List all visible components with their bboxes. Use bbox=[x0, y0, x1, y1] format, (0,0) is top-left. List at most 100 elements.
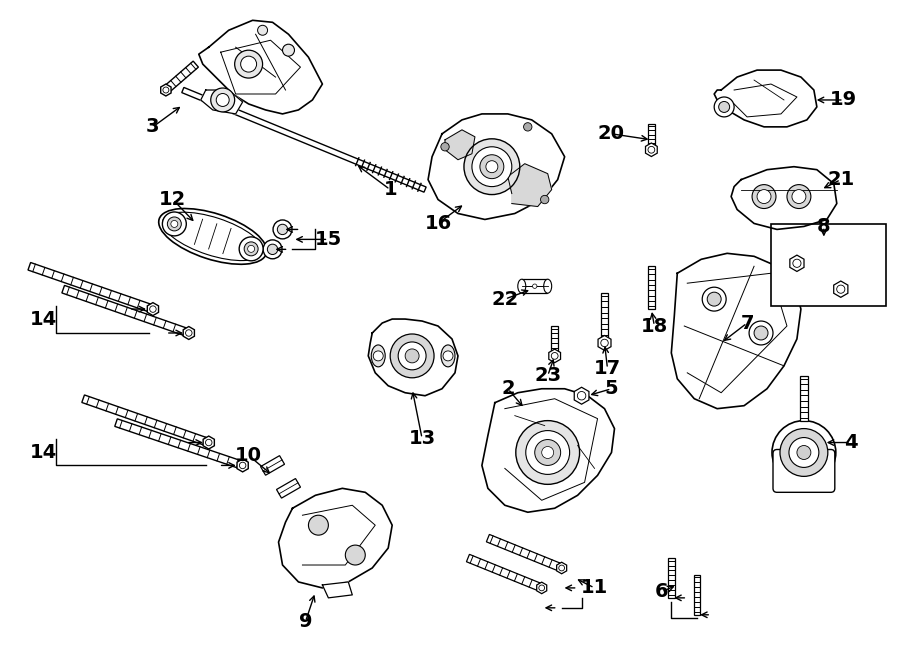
Bar bbox=[668, 558, 674, 598]
Ellipse shape bbox=[163, 212, 263, 260]
Text: 11: 11 bbox=[580, 578, 608, 598]
Text: 23: 23 bbox=[534, 366, 562, 385]
Circle shape bbox=[792, 190, 806, 204]
Text: 13: 13 bbox=[409, 429, 436, 448]
Polygon shape bbox=[368, 319, 458, 396]
Circle shape bbox=[216, 93, 230, 106]
Circle shape bbox=[702, 287, 726, 311]
Polygon shape bbox=[237, 459, 248, 472]
Bar bbox=[694, 575, 700, 615]
Polygon shape bbox=[182, 87, 426, 192]
Circle shape bbox=[185, 330, 192, 336]
Circle shape bbox=[244, 242, 258, 256]
Text: 10: 10 bbox=[235, 446, 262, 465]
Text: 15: 15 bbox=[315, 230, 342, 249]
Bar bbox=[552, 326, 558, 356]
Circle shape bbox=[780, 428, 828, 477]
Polygon shape bbox=[184, 327, 194, 340]
Circle shape bbox=[796, 446, 811, 459]
Circle shape bbox=[398, 342, 426, 370]
Ellipse shape bbox=[518, 279, 526, 293]
Circle shape bbox=[793, 259, 801, 267]
Circle shape bbox=[257, 25, 267, 35]
Polygon shape bbox=[508, 164, 552, 206]
Text: 3: 3 bbox=[146, 118, 159, 136]
Polygon shape bbox=[574, 387, 589, 404]
Circle shape bbox=[391, 334, 434, 378]
Circle shape bbox=[239, 462, 246, 469]
Circle shape bbox=[787, 184, 811, 208]
Circle shape bbox=[149, 306, 157, 313]
Text: 21: 21 bbox=[827, 170, 854, 189]
Text: 12: 12 bbox=[159, 190, 186, 209]
Polygon shape bbox=[276, 479, 301, 498]
Circle shape bbox=[346, 545, 365, 565]
Text: 20: 20 bbox=[598, 124, 625, 143]
Polygon shape bbox=[161, 84, 171, 96]
Circle shape bbox=[772, 420, 836, 485]
Circle shape bbox=[707, 292, 721, 306]
Polygon shape bbox=[148, 303, 158, 315]
Polygon shape bbox=[833, 281, 848, 297]
Bar bbox=[601, 293, 608, 343]
Circle shape bbox=[789, 438, 819, 467]
Text: 5: 5 bbox=[605, 379, 618, 399]
Text: 18: 18 bbox=[641, 317, 668, 336]
Circle shape bbox=[263, 240, 282, 259]
Text: 14: 14 bbox=[30, 309, 57, 329]
Circle shape bbox=[171, 221, 178, 227]
Polygon shape bbox=[598, 336, 611, 350]
Polygon shape bbox=[278, 488, 392, 588]
FancyBboxPatch shape bbox=[773, 449, 835, 492]
Polygon shape bbox=[445, 130, 475, 160]
Circle shape bbox=[541, 196, 549, 204]
Circle shape bbox=[757, 190, 771, 204]
Circle shape bbox=[162, 212, 186, 236]
Circle shape bbox=[248, 245, 255, 253]
Bar bbox=[800, 376, 807, 420]
Circle shape bbox=[405, 349, 419, 363]
Circle shape bbox=[752, 184, 776, 208]
Bar bbox=[648, 124, 654, 150]
Circle shape bbox=[578, 391, 586, 400]
Polygon shape bbox=[482, 389, 615, 512]
Circle shape bbox=[486, 161, 498, 173]
Bar bbox=[648, 266, 655, 309]
Circle shape bbox=[443, 351, 453, 361]
Text: 16: 16 bbox=[425, 214, 452, 233]
Text: 9: 9 bbox=[299, 612, 312, 631]
Polygon shape bbox=[466, 555, 544, 592]
Polygon shape bbox=[536, 582, 546, 594]
Circle shape bbox=[273, 220, 292, 239]
Circle shape bbox=[719, 102, 730, 112]
Polygon shape bbox=[645, 143, 657, 157]
Circle shape bbox=[754, 326, 768, 340]
Polygon shape bbox=[428, 114, 564, 219]
Ellipse shape bbox=[544, 279, 552, 293]
Circle shape bbox=[239, 237, 263, 261]
Text: 17: 17 bbox=[594, 360, 621, 378]
Polygon shape bbox=[115, 419, 244, 469]
Circle shape bbox=[235, 50, 263, 78]
Text: 1: 1 bbox=[383, 180, 397, 199]
Polygon shape bbox=[522, 279, 547, 293]
Circle shape bbox=[552, 352, 558, 360]
Text: 6: 6 bbox=[654, 582, 668, 602]
Circle shape bbox=[472, 147, 512, 186]
Polygon shape bbox=[163, 61, 198, 93]
Circle shape bbox=[267, 244, 278, 254]
Polygon shape bbox=[261, 455, 284, 475]
Ellipse shape bbox=[158, 208, 266, 264]
Circle shape bbox=[524, 123, 532, 131]
Polygon shape bbox=[201, 90, 243, 114]
Polygon shape bbox=[549, 349, 561, 363]
Text: 14: 14 bbox=[30, 443, 57, 462]
Polygon shape bbox=[556, 563, 567, 574]
Circle shape bbox=[205, 440, 212, 446]
Polygon shape bbox=[790, 255, 804, 272]
Polygon shape bbox=[28, 262, 154, 313]
Circle shape bbox=[277, 224, 288, 235]
Ellipse shape bbox=[371, 345, 385, 367]
Circle shape bbox=[516, 420, 580, 485]
Polygon shape bbox=[671, 253, 801, 408]
